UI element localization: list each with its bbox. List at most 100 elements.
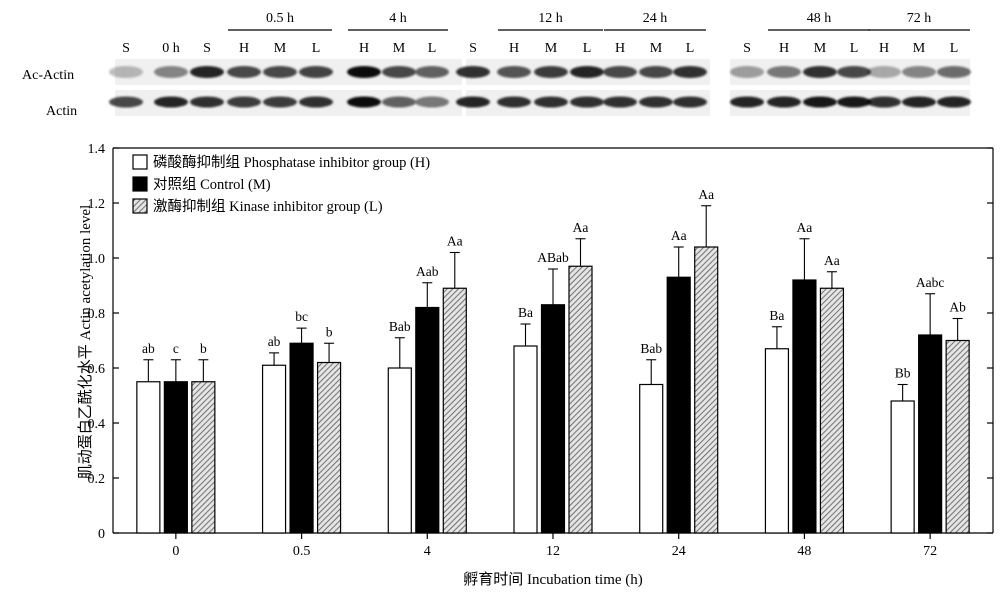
- significance-label: Aa: [797, 220, 813, 235]
- actin-band: [109, 96, 143, 108]
- blot-lane-label: L: [428, 41, 437, 56]
- significance-label: Ba: [769, 308, 784, 323]
- significance-label: Aa: [824, 253, 840, 268]
- ac-actin-band: [603, 66, 637, 78]
- blot-lane-label: M: [393, 41, 406, 56]
- bar: [819, 287, 845, 534]
- bar: [639, 383, 664, 534]
- significance-label: Bab: [389, 319, 411, 334]
- blot-lane-label: M: [274, 41, 287, 56]
- significance-label: Aab: [416, 264, 439, 279]
- ac-actin-band: [803, 66, 837, 78]
- y-axis: 0 0.2 0.4 0.6 0.8 1.0 1.2 1.4: [88, 142, 994, 542]
- significance-label: ABab: [537, 250, 569, 265]
- significance-label: Ba: [518, 305, 533, 320]
- actin-band: [263, 96, 297, 108]
- significance-label: Aa: [447, 234, 463, 249]
- ac-actin-band: [639, 66, 673, 78]
- ac-actin-band: [497, 66, 531, 78]
- legend-swatch: [132, 176, 148, 192]
- bar: [918, 334, 943, 534]
- blot-row-label: Ac-Actin: [22, 68, 74, 83]
- blot-lane-label: H: [615, 41, 625, 56]
- significance-label: Bb: [895, 366, 911, 381]
- ac-actin-band: [673, 66, 707, 78]
- blot-lane-label: M: [913, 41, 926, 56]
- blot-time-label: 4 h: [389, 11, 407, 26]
- bar-chart: 0 0.2 0.4 0.6 0.8 1.0 1.2 1.4 0 0.5 4 12 24 48 72 ab c…: [77, 142, 994, 588]
- bar: [694, 246, 719, 534]
- bar: [387, 367, 412, 534]
- x-axis-label: 孵育时间 Incubation time (h): [463, 571, 643, 588]
- ac-actin-band: [902, 66, 936, 78]
- significance-label: b: [200, 341, 207, 356]
- blot-lane-label: L: [950, 41, 959, 56]
- blot-lane-label: L: [850, 41, 859, 56]
- blot-lane-label: H: [509, 41, 519, 56]
- ac-actin-band: [937, 66, 971, 78]
- blot-lane-label: M: [650, 41, 663, 56]
- bar: [540, 304, 566, 534]
- y-tick-label: 1.4: [88, 142, 106, 157]
- bar: [163, 381, 188, 534]
- significance-label: Aabc: [916, 275, 944, 290]
- ac-actin-band: [570, 66, 604, 78]
- actin-band: [767, 96, 801, 108]
- ac-actin-band: [456, 66, 490, 78]
- legend-entry: 对照组 Control (M): [153, 176, 271, 193]
- blot-lane-label: S: [203, 41, 211, 56]
- significance-label: Aa: [573, 220, 589, 235]
- y-tick-label: 1.0: [88, 252, 106, 267]
- blot-lane-label: S: [122, 41, 130, 56]
- actin-band: [673, 96, 707, 108]
- blot-time-label: 0.5 h: [266, 11, 294, 26]
- bar: [666, 276, 691, 534]
- blot-time-label: 12 h: [538, 11, 563, 26]
- x-tick-label: 48: [797, 544, 811, 559]
- y-tick-label: 0.2: [88, 472, 106, 487]
- blot-lane-label: M: [814, 41, 827, 56]
- y-tick-label: 0: [98, 527, 105, 542]
- bar: [890, 400, 915, 534]
- x-tick-label: 0.5: [293, 544, 311, 559]
- blot-lane-label: L: [312, 41, 321, 56]
- bar: [191, 381, 216, 534]
- y-tick-label: 1.2: [88, 197, 106, 212]
- significance-label: c: [173, 341, 179, 356]
- blot-lane-label: H: [879, 41, 889, 56]
- actin-band: [570, 96, 604, 108]
- actin-band: [867, 96, 901, 108]
- significance-label: Aa: [671, 228, 687, 243]
- blot-lane-label: H: [239, 41, 249, 56]
- blot-lane-label: S: [743, 41, 751, 56]
- ac-actin-band: [767, 66, 801, 78]
- x-tick-label: 12: [546, 544, 560, 559]
- x-tick-label: 0: [172, 544, 179, 559]
- actin-band: [154, 96, 188, 108]
- blot-time-label: 48 h: [807, 11, 832, 26]
- actin-band: [639, 96, 673, 108]
- actin-band: [299, 96, 333, 108]
- actin-band: [190, 96, 224, 108]
- actin-band: [347, 96, 381, 108]
- bar: [945, 339, 970, 534]
- actin-band: [415, 96, 449, 108]
- actin-band: [603, 96, 637, 108]
- blot-time-label: 72 h: [907, 11, 932, 26]
- blot-lane-label: L: [583, 41, 592, 56]
- bar: [764, 348, 790, 534]
- x-tick-label: 24: [672, 544, 686, 559]
- ac-actin-band: [299, 66, 333, 78]
- ac-actin-band: [837, 66, 871, 78]
- actin-band: [837, 96, 871, 108]
- legend-swatch: [132, 198, 148, 214]
- actin-band: [227, 96, 261, 108]
- blot-lane-label: H: [359, 41, 369, 56]
- ac-actin-band: [190, 66, 224, 78]
- ac-actin-band: [263, 66, 297, 78]
- ac-actin-band: [227, 66, 261, 78]
- ac-actin-band: [109, 66, 143, 78]
- significance-label: b: [326, 324, 333, 339]
